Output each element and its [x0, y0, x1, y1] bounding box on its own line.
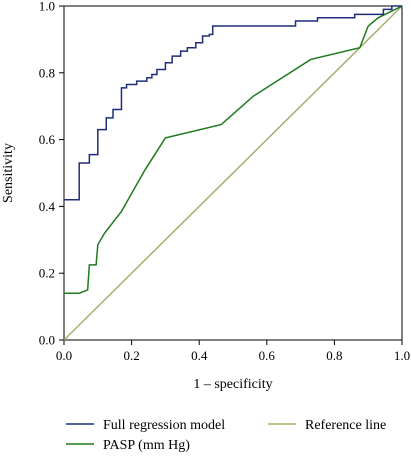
series-layer	[63, 5, 403, 341]
full-regression-model-line	[64, 5, 402, 201]
x-tick-label: 0.0	[56, 348, 72, 363]
y-tick-label: 0.8	[39, 65, 55, 80]
axis-ticks: 0.0 0.2 0.4 0.6 0.8 1.0 0.0 0.2 0.4 0.6 0.8 1.0	[39, 0, 410, 363]
reference-line	[63, 5, 403, 341]
legend-reference-line-label: Reference line	[305, 418, 386, 433]
plot-frame	[63, 5, 403, 341]
x-tick-label: 0.2	[123, 348, 139, 363]
legend-pasp-label: PASP (mm Hg)	[103, 438, 190, 453]
pasp-line	[64, 5, 403, 294]
y-axis-label: Sensitivity	[1, 143, 16, 203]
y-tick-label: 0.6	[39, 132, 56, 147]
x-tick-label: 1.0	[394, 348, 410, 363]
legend-full-regression-model-label: Full regression model	[103, 418, 225, 433]
y-tick-label: 0.4	[39, 199, 56, 214]
x-tick-label: 0.8	[326, 348, 342, 363]
x-tick-label: 0.6	[259, 348, 276, 363]
x-tick-label: 0.4	[191, 348, 208, 363]
x-axis-label: 1 – specificity	[193, 377, 272, 392]
y-tick-label: 0.2	[39, 266, 55, 281]
legend: Full regression model Reference line PASP …	[66, 418, 386, 453]
y-tick-label: 1.0	[39, 0, 55, 14]
y-tick-label: 0.0	[39, 333, 55, 348]
